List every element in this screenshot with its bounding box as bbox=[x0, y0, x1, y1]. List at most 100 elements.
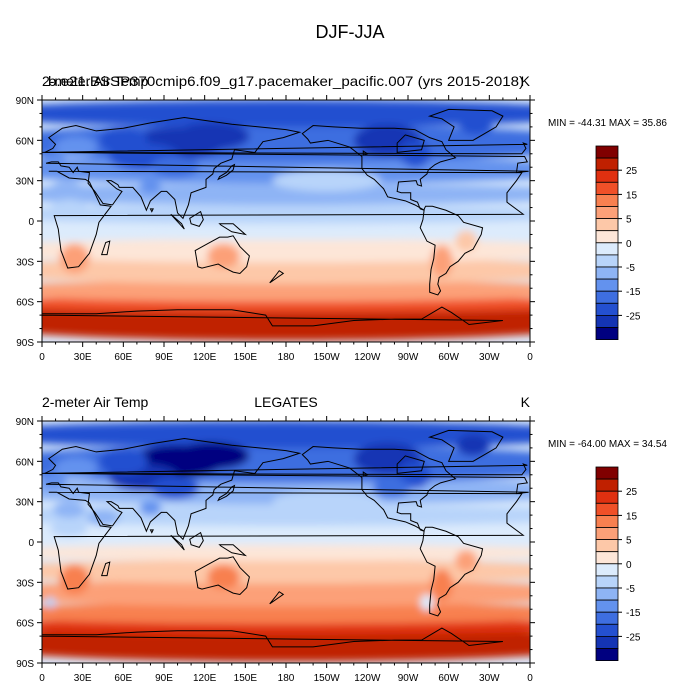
colorbar-label: 25 bbox=[626, 166, 638, 177]
coastline bbox=[48, 170, 525, 269]
coastline bbox=[194, 556, 250, 595]
field-patch bbox=[459, 113, 493, 135]
x-tick-label: 90E bbox=[155, 352, 173, 363]
colorbar-box bbox=[595, 230, 619, 244]
x-tick-label: 120E bbox=[193, 352, 217, 363]
coastline bbox=[419, 526, 484, 617]
colorbar-label: 25 bbox=[626, 487, 638, 498]
colorbar-box bbox=[595, 302, 619, 316]
x-tick-label: 120E bbox=[193, 673, 217, 684]
left-title: 2-meter Air Temp bbox=[42, 394, 149, 410]
coastlines bbox=[42, 108, 529, 342]
coastline bbox=[218, 544, 248, 557]
colorbar-box bbox=[595, 563, 619, 577]
map-panel-1: 0 30E 60E 90E 120E 150E 180 150W 120W 90W 60W 30W 09… bbox=[16, 73, 668, 363]
colorbar-box bbox=[595, 290, 619, 304]
field-patch bbox=[98, 447, 148, 475]
x-tick-label: 90E bbox=[155, 673, 173, 684]
coastline bbox=[396, 134, 425, 153]
field-patch bbox=[54, 136, 98, 158]
y-tick-label: 30N bbox=[16, 177, 34, 188]
colorbar: 25 15 5 0 -5 -15 -25 bbox=[595, 145, 641, 341]
y-tick-label: 90S bbox=[16, 659, 34, 670]
colorbar-box bbox=[595, 314, 619, 328]
y-tick-label: 90S bbox=[16, 338, 34, 349]
field-patch bbox=[420, 594, 434, 611]
field-patch bbox=[98, 126, 148, 154]
field-patch bbox=[50, 520, 89, 537]
coastline bbox=[42, 306, 503, 342]
y-tick-label: 60S bbox=[16, 619, 34, 630]
colorbar-box bbox=[595, 575, 619, 589]
field-patches bbox=[42, 100, 530, 341]
x-tick-label: 120W bbox=[354, 352, 381, 363]
x-tick-label: 90W bbox=[398, 673, 419, 684]
field-patch bbox=[42, 559, 530, 584]
field-patch bbox=[173, 122, 250, 150]
coastline bbox=[149, 208, 154, 213]
x-tick-label: 150E bbox=[234, 352, 258, 363]
colorbar-box bbox=[595, 515, 619, 528]
field-patch bbox=[42, 626, 530, 662]
coastline bbox=[149, 529, 154, 534]
field-patch bbox=[50, 180, 83, 197]
field-patch bbox=[42, 579, 530, 607]
field-patch bbox=[173, 442, 250, 470]
coastline bbox=[170, 534, 185, 551]
coastlines bbox=[42, 429, 529, 663]
colorbar-label: -25 bbox=[626, 311, 641, 322]
x-tick-label: 0 bbox=[39, 352, 45, 363]
colorbar-box bbox=[595, 611, 619, 625]
field-patch bbox=[42, 525, 530, 545]
colorbar-label: 15 bbox=[626, 511, 638, 522]
x-tick-label: 0 bbox=[39, 673, 45, 684]
temperature-field bbox=[42, 100, 530, 342]
field-patch bbox=[150, 156, 200, 178]
colorbar-box bbox=[595, 206, 619, 220]
colorbar-label: 0 bbox=[626, 239, 632, 250]
coastline bbox=[189, 531, 204, 548]
field-patch bbox=[455, 550, 478, 572]
field-patch bbox=[139, 180, 162, 195]
x-tick-label: 30E bbox=[74, 673, 92, 684]
colorbar-box bbox=[595, 157, 619, 171]
colorbar-box bbox=[595, 278, 619, 292]
x-tick-label: 180 bbox=[278, 673, 295, 684]
x-tick-label: 60W bbox=[438, 673, 459, 684]
field-patch bbox=[372, 478, 411, 498]
coastline bbox=[42, 142, 528, 155]
coastline bbox=[427, 429, 504, 462]
field-patch bbox=[52, 501, 86, 518]
coastline bbox=[362, 471, 369, 477]
x-tick-label: 180 bbox=[278, 352, 295, 363]
coastline bbox=[42, 463, 528, 476]
colorbar-box bbox=[595, 636, 619, 649]
colorbar-box bbox=[595, 218, 619, 232]
colorbar-label: -5 bbox=[626, 263, 635, 274]
field-patch bbox=[42, 280, 530, 302]
colorbar-label: 5 bbox=[626, 215, 632, 226]
colorbar-box bbox=[595, 648, 619, 662]
colorbar-box bbox=[595, 623, 619, 637]
colorbar-box bbox=[595, 181, 619, 195]
coastline bbox=[100, 561, 111, 577]
colorbar-box bbox=[595, 242, 619, 256]
y-tick-label: 0 bbox=[28, 217, 34, 228]
coastline bbox=[194, 235, 250, 274]
field-patch bbox=[42, 204, 530, 224]
center-title: LEGATES bbox=[254, 394, 318, 410]
coastline bbox=[362, 150, 369, 156]
colorbar-box bbox=[595, 539, 619, 553]
field-patch bbox=[272, 169, 381, 192]
colorbar-box bbox=[595, 502, 619, 516]
field-patch bbox=[139, 501, 162, 516]
coastline bbox=[44, 437, 529, 541]
field-patch bbox=[42, 602, 530, 625]
colorbar-label: -25 bbox=[626, 632, 641, 643]
field-patch bbox=[42, 544, 530, 561]
coastline bbox=[269, 591, 285, 605]
min-max-label: MIN = -64.00 MAX = 34.54 bbox=[548, 439, 667, 450]
colorbar-label: -15 bbox=[626, 608, 641, 619]
colorbar-label: 15 bbox=[626, 190, 638, 201]
x-tick-label: 30W bbox=[479, 673, 500, 684]
